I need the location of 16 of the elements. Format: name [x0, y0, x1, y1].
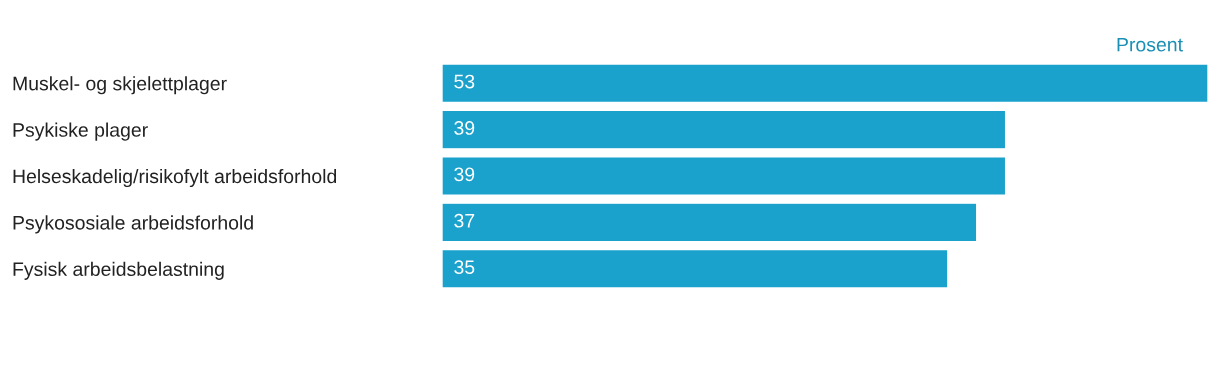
bar [442, 63, 1208, 104]
data-label: 53 [454, 74, 475, 89]
y-tick-label: Psykiske plager [13, 122, 148, 141]
x-axis-title: Prosent [1117, 37, 1183, 52]
y-tick-label: Muskel- og skjelettplager [13, 76, 227, 95]
bar [442, 202, 978, 243]
bar [442, 248, 949, 289]
data-label: 39 [454, 167, 475, 182]
y-tick-label: Fysisk arbeidsbelastning [13, 261, 224, 280]
data-label: 37 [454, 213, 475, 228]
bar [442, 109, 1007, 150]
y-tick-label: Helseskadelig/risikofylt arbeidsforhold [13, 168, 337, 188]
data-label: 39 [454, 121, 475, 135]
data-label: 35 [454, 260, 475, 275]
y-tick-label: Psykososiale arbeidsforhold [13, 215, 253, 234]
bar [442, 156, 1007, 196]
